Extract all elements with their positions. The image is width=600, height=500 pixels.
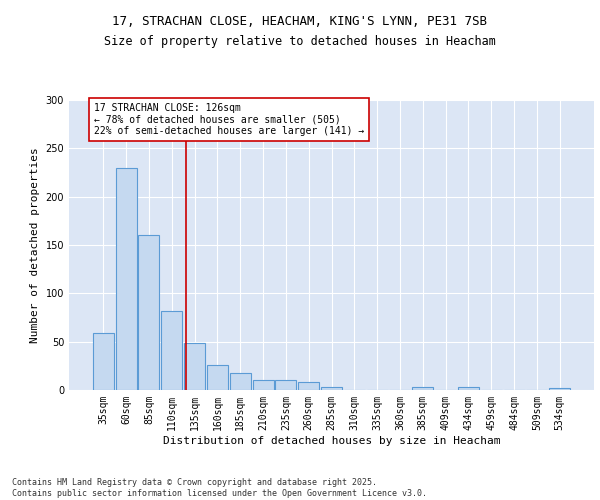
Bar	[207, 365, 228, 390]
Bar	[321, 387, 342, 390]
Text: 17 STRACHAN CLOSE: 126sqm
← 78% of detached houses are smaller (505)
22% of semi: 17 STRACHAN CLOSE: 126sqm ← 78% of detac…	[94, 103, 364, 136]
Bar	[161, 310, 182, 390]
Text: 17, STRACHAN CLOSE, HEACHAM, KING'S LYNN, PE31 7SB: 17, STRACHAN CLOSE, HEACHAM, KING'S LYNN…	[113, 15, 487, 28]
Bar	[549, 388, 570, 390]
Bar	[139, 236, 160, 390]
Text: Contains HM Land Registry data © Crown copyright and database right 2025.
Contai: Contains HM Land Registry data © Crown c…	[12, 478, 427, 498]
Bar	[253, 380, 274, 390]
Y-axis label: Number of detached properties: Number of detached properties	[30, 147, 40, 343]
Bar	[275, 380, 296, 390]
Bar	[93, 333, 114, 390]
Bar	[230, 372, 251, 390]
Bar	[184, 342, 205, 390]
Bar	[412, 387, 433, 390]
Bar	[116, 168, 137, 390]
Bar	[458, 387, 479, 390]
Bar	[298, 382, 319, 390]
X-axis label: Distribution of detached houses by size in Heacham: Distribution of detached houses by size …	[163, 436, 500, 446]
Text: Size of property relative to detached houses in Heacham: Size of property relative to detached ho…	[104, 35, 496, 48]
